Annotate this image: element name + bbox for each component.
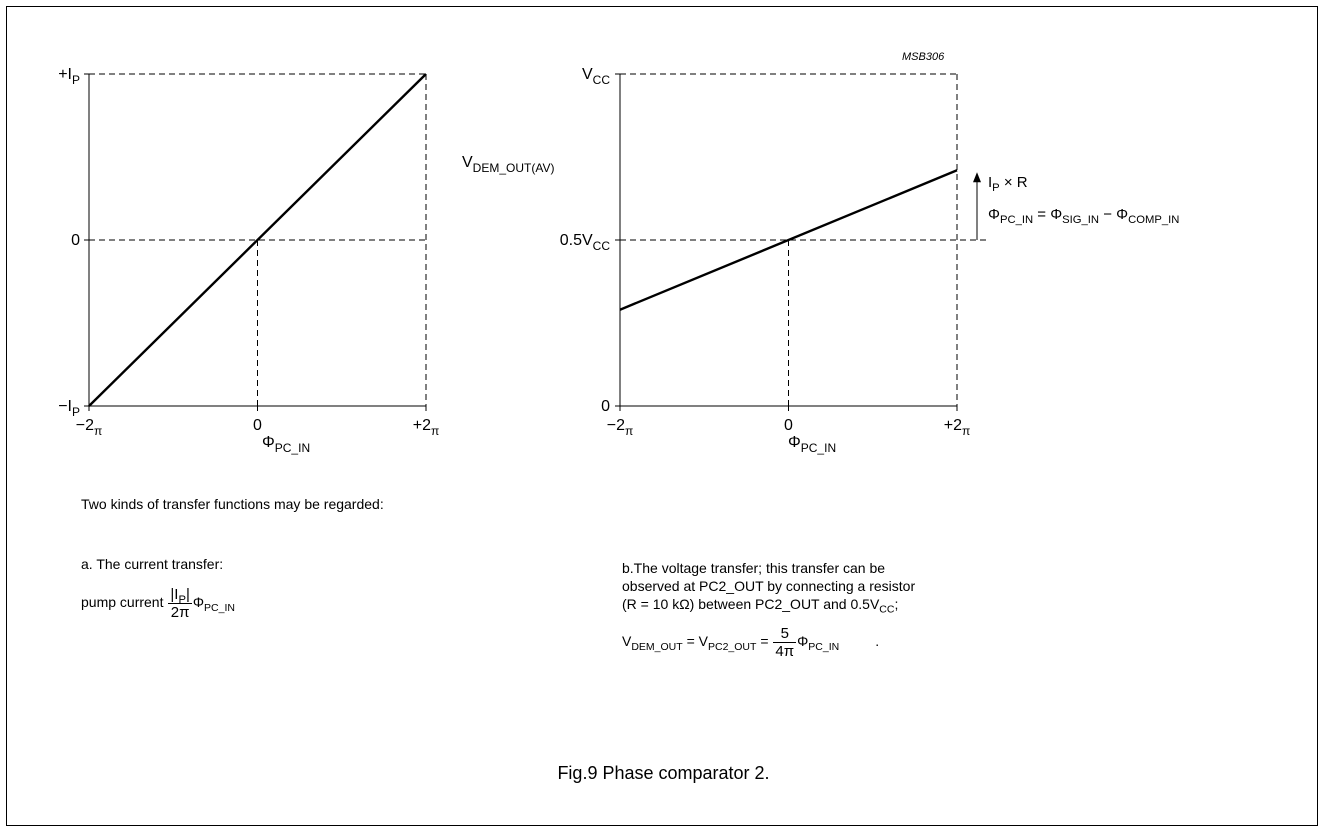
y-tick-label: +IP <box>58 66 80 87</box>
transfer-line <box>619 169 958 311</box>
x-tick-label: −2π <box>76 417 103 438</box>
y-tick-label: VCC <box>582 66 610 87</box>
figure-caption: Fig.9 Phase comparator 2. <box>557 763 770 783</box>
ipr-annotation: IP × R <box>988 174 1028 194</box>
figure-code: MSB306 <box>902 51 945 63</box>
transfer-line <box>88 73 427 407</box>
y-tick-label: 0.5VCC <box>560 232 611 253</box>
chart-2: VCC 0.5VCC 0 −2π 0 +2π ΦPC_IN VDEM_OUT(AV) <box>462 66 987 455</box>
x-tick-label: 0 <box>784 417 793 434</box>
fraction-ip-over-2pi: |IP| 2π <box>168 586 192 621</box>
current-transfer-heading: a. The current transfer: <box>81 556 224 572</box>
y-tick-label: 0 <box>601 398 610 415</box>
fraction-5-over-4pi: 5 4π <box>773 625 797 660</box>
y-tick-label: −IP <box>58 398 80 419</box>
voltage-transfer-line2: observed at PC2_OUT by connecting a resi… <box>622 578 916 594</box>
phase-equation: ΦPC_IN = ΦSIG_IN − ΦCOMP_IN <box>988 206 1180 226</box>
x-tick-label: +2π <box>413 417 440 438</box>
x-tick-label: −2π <box>607 417 634 438</box>
x-axis-label: ΦPC_IN <box>788 434 836 455</box>
current-transfer-formula: pump current |IP| 2π ΦPC_IN <box>81 586 235 621</box>
voltage-transfer-line3: (R = 10 kΩ) between PC2_OUT and 0.5VCC; <box>622 596 899 616</box>
x-tick-label: +2π <box>944 417 971 438</box>
y-tick-label: 0 <box>71 232 80 249</box>
x-axis-label: ΦPC_IN <box>262 434 310 455</box>
ipr-arrow-head <box>973 172 981 183</box>
y-axis-label: VDEM_OUT(AV) <box>462 154 554 175</box>
voltage-transfer-line1: b.The voltage transfer; this transfer ca… <box>622 560 886 576</box>
voltage-transfer-formula: VDEM_OUT = VPC2_OUT = 5 4π ΦPC_IN. <box>622 625 880 660</box>
intro-text: Two kinds of transfer functions may be r… <box>81 496 384 512</box>
x-tick-label: 0 <box>253 417 262 434</box>
chart-1: +IP 0 −IP−2π 0 +2π ΦPC_IN <box>58 66 439 455</box>
